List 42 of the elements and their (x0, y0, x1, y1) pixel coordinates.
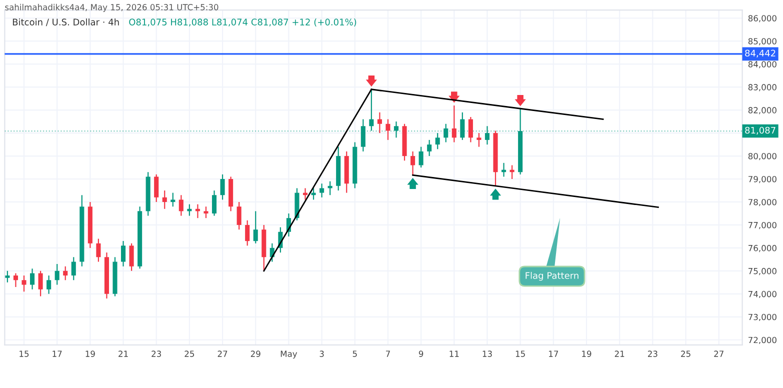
annotation: Flag Pattern (526, 272, 578, 281)
y-tick-label: 77,000 (748, 222, 776, 230)
x-tick-label: 9 (418, 350, 424, 357)
y-tick-label: 83,000 (748, 84, 776, 92)
x-tick-label: 3 (320, 350, 324, 357)
y-tick-label: 73,000 (748, 314, 776, 322)
x-tick-label: 25 (681, 350, 690, 357)
x-tick-label: 15 (20, 350, 29, 357)
x-tick-label: 19 (582, 350, 592, 357)
x-tick-label: 27 (218, 350, 228, 357)
x-tick-label: 5 (352, 350, 357, 357)
x-tick-label: 19 (86, 350, 95, 357)
y-tick-label: 86,000 (748, 15, 776, 22)
x-tick-label: 17 (549, 350, 558, 357)
x-tick-label: 23 (152, 350, 161, 357)
y-tick-label: 78,000 (748, 198, 776, 206)
x-tick-label: 17 (52, 350, 62, 357)
ref-line-label: 84,442 (745, 50, 776, 58)
y-tick-label: 79,000 (748, 176, 776, 184)
y-tick-label: 84,000 (748, 61, 776, 68)
y-tick-label: 82,000 (748, 107, 776, 114)
text: Bitcoin / U.S. Dollar · 4h (12, 18, 119, 26)
x-tick-label: 21 (118, 350, 128, 357)
ref-line-label: 81,087 (745, 126, 776, 135)
y-tick-label: 76,000 (748, 244, 776, 252)
y-tick-label: 74,000 (748, 290, 776, 298)
x-tick-label: 13 (482, 350, 492, 357)
x-tick-label: 21 (614, 350, 624, 357)
x-tick-label: 25 (184, 350, 194, 357)
y-tick-label: 72,000 (748, 336, 776, 344)
x-tick-label: 15 (516, 350, 525, 357)
y-tick-label: 80,000 (748, 153, 776, 160)
annotation: sahilmahadikks4a4, May 15, 2026 05:31 UTC+5:30 (5, 4, 218, 12)
x-tick-label: 23 (648, 350, 658, 357)
x-tick-label: 7 (386, 350, 390, 357)
y-tick-label: 85,000 (748, 38, 776, 46)
x-tick-label: 11 (450, 350, 459, 357)
text: O81,075 H81,088 L81,074 C81,087 +12 (+0.01%) (129, 18, 356, 27)
x-tick-label: May (280, 350, 298, 359)
x-tick-label: 29 (250, 350, 260, 357)
y-tick-label: 75,000 (748, 268, 776, 276)
x-tick-label: 27 (714, 350, 724, 357)
